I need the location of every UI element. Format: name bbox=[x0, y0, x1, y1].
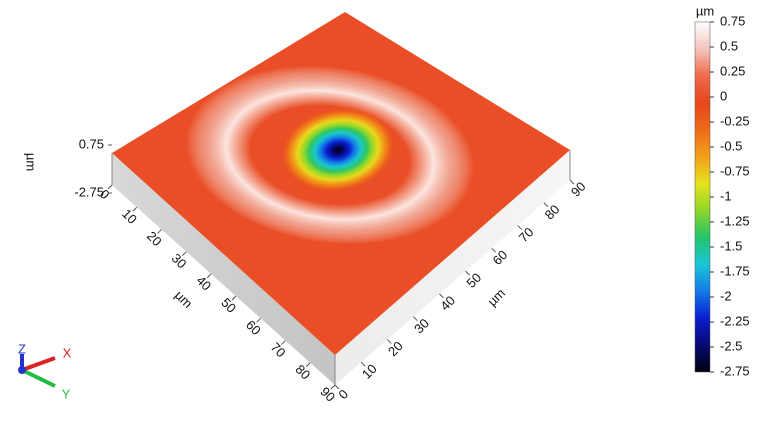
x-axis-title: µm bbox=[172, 287, 196, 311]
x-tick-label: 30 bbox=[169, 250, 190, 271]
x-tick bbox=[305, 362, 311, 368]
colorbar bbox=[694, 21, 711, 373]
y-tick bbox=[386, 339, 392, 344]
x-tick bbox=[330, 384, 336, 390]
y-tick-label: 0 bbox=[335, 386, 351, 402]
y-tick-label: 80 bbox=[542, 202, 563, 223]
y-tick bbox=[491, 247, 497, 253]
y-tick-label: 40 bbox=[437, 293, 458, 314]
triad-label: Z bbox=[18, 341, 26, 356]
colorbar-tick-label: -0.5 bbox=[720, 138, 742, 153]
colorbar-tick-label: -1.25 bbox=[720, 213, 750, 228]
y-tick-label: 90 bbox=[568, 179, 589, 200]
y-tick-label: 20 bbox=[385, 338, 406, 359]
z-axis-title: µm bbox=[24, 153, 39, 171]
colorbar-tick-label: -1.5 bbox=[720, 238, 742, 253]
y-tick bbox=[334, 384, 340, 390]
colorbar-tick-label: -2.75 bbox=[720, 363, 750, 378]
colorbar-tick-label: -1 bbox=[720, 188, 732, 203]
colorbar-tick-label: -0.75 bbox=[720, 163, 750, 178]
colorbar-tick-label: -0.25 bbox=[720, 113, 750, 128]
y-tick-label: 30 bbox=[411, 315, 432, 336]
colorbar-tick-label: -2.5 bbox=[720, 338, 742, 353]
y-tick-label: 10 bbox=[359, 361, 380, 382]
x-tick-label: 20 bbox=[144, 228, 165, 249]
x-tick bbox=[181, 251, 187, 257]
side-face bbox=[112, 153, 335, 385]
x-tick bbox=[132, 206, 138, 212]
axis-triad: Z X Y bbox=[18, 341, 72, 401]
y-tick bbox=[569, 179, 575, 185]
colorbar-title: µm bbox=[696, 3, 714, 18]
colorbar-tick-label: -2.25 bbox=[720, 313, 750, 328]
x-tick bbox=[281, 340, 286, 345]
y-tick-label: 70 bbox=[516, 224, 537, 245]
y-tick bbox=[517, 225, 523, 230]
colorbar-tick-label: 0.25 bbox=[720, 63, 745, 78]
y-axis-title: µm bbox=[484, 285, 508, 309]
x-tick-label: 60 bbox=[243, 317, 264, 338]
x-tick bbox=[107, 184, 113, 190]
y-tick bbox=[360, 361, 366, 367]
x-tick bbox=[206, 273, 212, 279]
x-tick bbox=[256, 317, 262, 323]
y-tick bbox=[439, 293, 444, 299]
side-face bbox=[335, 150, 570, 385]
x-tick bbox=[231, 295, 237, 301]
colorbar-tick-label: -2 bbox=[720, 288, 732, 303]
y-tick bbox=[412, 316, 418, 322]
y-tick bbox=[543, 202, 549, 208]
z-tick-label: 0.75 bbox=[79, 136, 104, 151]
x-tick-label: 70 bbox=[268, 339, 289, 360]
x-tick-label: 90 bbox=[317, 384, 338, 405]
x-tick-label: 10 bbox=[119, 206, 140, 227]
x-tick-label: 50 bbox=[218, 295, 239, 316]
colorbar-tick-label: 0 bbox=[720, 88, 727, 103]
x-tick bbox=[157, 229, 162, 234]
z-tick-label: -2.75 bbox=[74, 184, 104, 199]
colorbar-tick-label: -1.75 bbox=[720, 263, 750, 278]
colorbar-tick-label: 0.5 bbox=[720, 38, 738, 53]
y-tick-label: 60 bbox=[489, 247, 510, 268]
x-tick-label: 80 bbox=[293, 362, 314, 383]
box-edges bbox=[111, 150, 571, 385]
surface-features bbox=[185, 65, 475, 245]
crater bbox=[280, 107, 396, 193]
triad-label: Y bbox=[62, 386, 71, 401]
y-tick-label: 50 bbox=[463, 270, 484, 291]
y-tick bbox=[465, 270, 470, 276]
triad-label: X bbox=[63, 345, 72, 360]
colorbar-tick-label: 0.75 bbox=[720, 13, 745, 28]
x-tick-label: 40 bbox=[193, 273, 214, 294]
